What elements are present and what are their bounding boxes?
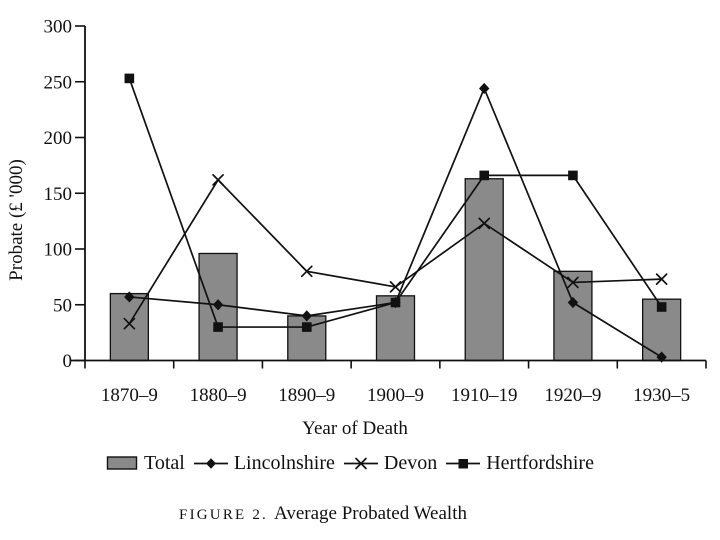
x-axis-title: Year of Death: [302, 418, 408, 439]
marker-x-devon: [123, 317, 136, 330]
legend-item-devon: Devon: [343, 452, 438, 474]
bar-total: [553, 270, 593, 362]
y-axis-tick-label: 100: [44, 240, 73, 261]
legend-label-hertfordshire: Hertfordshire: [486, 452, 594, 474]
marker-square-hertfordshire: [301, 322, 312, 332]
marker-x-devon: [478, 217, 491, 230]
y-axis-tick-label: 300: [44, 17, 73, 38]
legend-item-hertfordshire: Hertfordshire: [446, 452, 594, 474]
legend-item-total: Total: [106, 452, 185, 474]
marker-square-hertfordshire: [568, 170, 578, 181]
x-axis-category-label: 1880–9: [190, 385, 247, 406]
marker-diamond-lincolnshire: [212, 299, 224, 311]
marker-square-hertfordshire: [213, 322, 223, 332]
diamond-marker-icon: [193, 457, 228, 469]
legend-item-lincolnshire: Lincolnshire: [193, 452, 335, 474]
figure-caption-title: Average Probated Wealth: [274, 503, 467, 524]
x-axis-category-label: 1920–9: [544, 385, 601, 406]
x-axis-category-label: 1900–9: [367, 385, 424, 406]
marker-x-devon: [300, 265, 313, 278]
y-axis-tick-label: 0: [63, 351, 73, 372]
marker-square-hertfordshire: [656, 302, 667, 312]
marker-diamond-lincolnshire: [301, 310, 312, 322]
marker-diamond-lincolnshire: [124, 291, 135, 303]
chart-legend: Total Lincolnshire Devon Hertfordshire: [106, 452, 594, 474]
marker-diamond-lincolnshire: [567, 296, 579, 309]
marker-x-devon: [655, 273, 668, 285]
legend-label-lincolnshire: Lincolnshire: [233, 452, 335, 474]
x-axis-category-label: 1910–19: [451, 385, 518, 406]
figure-caption: FIGURE 2. Average Probated Wealth: [179, 503, 467, 525]
legend-label-devon: Devon: [383, 452, 438, 474]
marker-x-devon: [389, 281, 402, 293]
marker-diamond-lincolnshire: [656, 351, 667, 363]
total-bar-swatch: [106, 456, 138, 470]
x-axis-category-label: 1870–9: [101, 385, 158, 406]
square-marker-icon: [446, 458, 481, 468]
y-axis-tick-label: 200: [44, 128, 73, 149]
x-axis-category-label: 1930–5: [633, 385, 690, 406]
marker-x-devon: [212, 174, 224, 186]
probate-chart: 0 50 100 150 200 250 300 1870–9 1880–9 1890–9 1900…: [6, 17, 707, 439]
y-axis-tick-label: 50: [53, 295, 72, 316]
bar-total: [464, 178, 504, 362]
marker-diamond-lincolnshire: [479, 82, 490, 95]
marker-square-hertfordshire: [124, 73, 135, 84]
y-axis-tick-label: 150: [44, 184, 73, 205]
x-axis-category-label: 1890–9: [278, 385, 335, 406]
marker-square-hertfordshire: [479, 170, 490, 181]
y-axis-title: Probate (£ '000): [6, 159, 27, 281]
y-axis-tick-label: 250: [44, 72, 73, 93]
legend-label-total: Total: [144, 452, 185, 474]
x-marker-icon: [343, 457, 378, 469]
figure-caption-label: FIGURE 2.: [179, 507, 269, 523]
marker-x-devon: [567, 276, 579, 289]
marker-square-hertfordshire: [390, 297, 401, 308]
